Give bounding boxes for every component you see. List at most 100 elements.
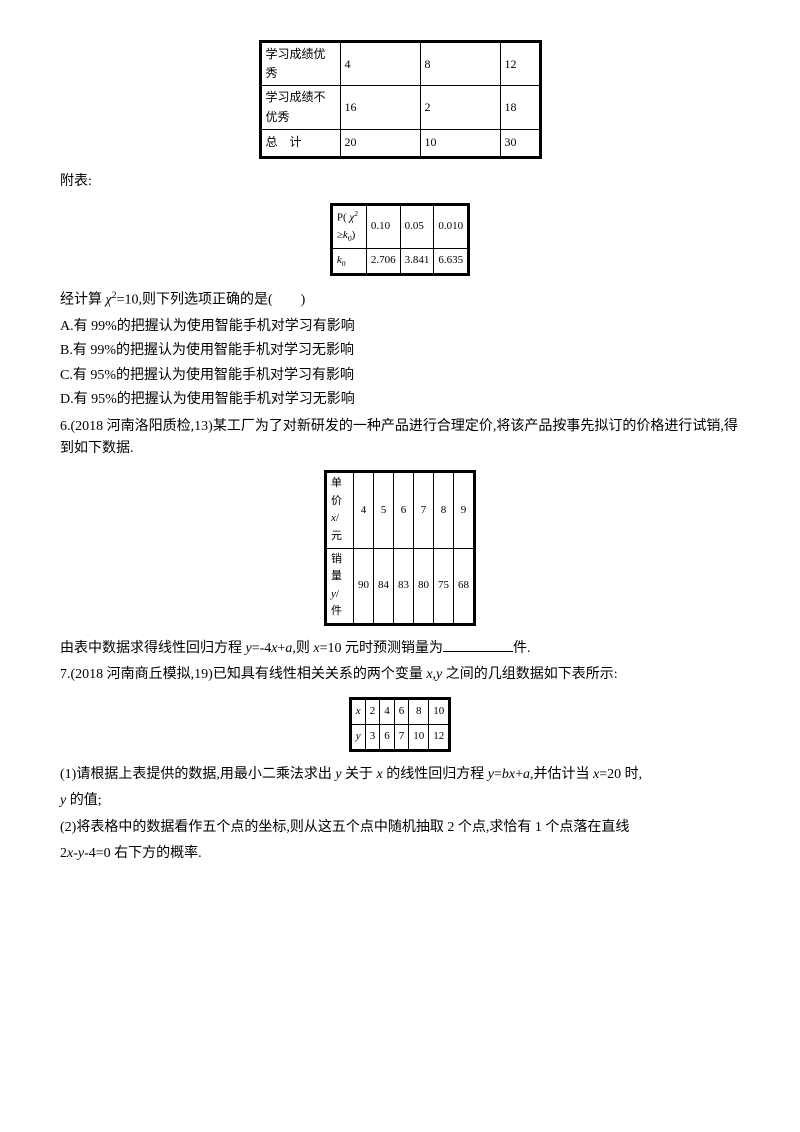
text: 件.: [513, 641, 531, 656]
table-row: 总 计 20 10 30: [260, 129, 540, 157]
cell: 6.635: [434, 248, 469, 274]
table4-container: x 2 4 6 8 10 y 3 6 7 10 12: [60, 697, 740, 752]
cell: 总 计: [260, 129, 340, 157]
cell: 4: [354, 472, 374, 548]
calculation-text: 经计算 χ2=10,则下列选项正确的是( ): [60, 288, 740, 312]
cell: 16: [340, 86, 420, 129]
question-6: 6.(2018 河南洛阳质检,13)某工厂为了对新研发的一种产品进行合理定价,将…: [60, 416, 740, 461]
text: 关于: [342, 767, 377, 782]
text: =10,则下列选项正确的是( ): [117, 293, 306, 308]
cell: 3.841: [400, 248, 434, 274]
cell: 6: [394, 472, 414, 548]
cell: 8: [409, 698, 429, 724]
cell: 10: [429, 698, 450, 724]
table-row: 学习成绩优秀 4 8 12: [260, 42, 540, 86]
text: (1)请根据上表提供的数据,用最小二乘法求出: [60, 767, 335, 782]
text: P(: [337, 212, 350, 224]
q-number: 6.: [60, 419, 71, 434]
text: ,并估计当: [530, 767, 593, 782]
cell: 18: [500, 86, 540, 129]
text: 销量: [331, 553, 342, 583]
cell: 10: [409, 724, 429, 750]
cell: 学习成绩不优秀: [260, 86, 340, 129]
cell: 2: [420, 86, 500, 129]
table-row: y 3 6 7 10 12: [350, 724, 449, 750]
appendix-label: 附表:: [60, 171, 740, 193]
cell: 7: [414, 472, 434, 548]
cell: 8: [434, 472, 454, 548]
cell: 0.10: [366, 205, 400, 249]
table-row: k0 2.706 3.841 6.635: [331, 248, 468, 274]
cell: 12: [429, 724, 450, 750]
superscript: 2: [354, 209, 358, 218]
subscript: 0: [342, 259, 346, 268]
option-d: D.有 95%的把握认为使用智能手机对学习无影响: [60, 389, 740, 411]
option-a: A.有 99%的把握认为使用智能手机对学习有影响: [60, 316, 740, 338]
table-row: x 2 4 6 8 10: [350, 698, 449, 724]
cell: 6: [380, 724, 395, 750]
text: =: [494, 767, 502, 782]
cell: 68: [454, 548, 475, 624]
q-text: (2018 河南洛阳质检,13)某工厂为了对新研发的一种产品进行合理定价,将该产…: [60, 419, 738, 456]
text: 之间的几组数据如下表所示:: [442, 667, 617, 682]
text: 单价: [331, 477, 342, 507]
cell: 2: [365, 698, 380, 724]
cell: 0.010: [434, 205, 469, 249]
text: 的线性回归方程: [383, 767, 488, 782]
q6-conclusion: 由表中数据求得线性回归方程 y=-4x+a,则 x=10 元时预测销量为件.: [60, 638, 740, 660]
text: ): [352, 229, 356, 241]
b-var: b: [502, 767, 509, 782]
table1-container: 学习成绩优秀 4 8 12 学习成绩不优秀 16 2 18 总 计 20 10 …: [60, 40, 740, 159]
table3-container: 单价x/元 4 5 6 7 8 9 销量y/件 90 84 83 80 75 6…: [60, 470, 740, 626]
text: 由表中数据求得线性回归方程: [60, 641, 246, 656]
q7-sub1: (1)请根据上表提供的数据,用最小二乘法求出 y 关于 x 的线性回归方程 y=…: [60, 764, 740, 786]
option-b: B.有 99%的把握认为使用智能手机对学习无影响: [60, 340, 740, 362]
table4: x 2 4 6 8 10 y 3 6 7 10 12: [349, 697, 451, 752]
cell: 75: [434, 548, 454, 624]
option-c: C.有 95%的把握认为使用智能手机对学习有影响: [60, 365, 740, 387]
cell: 7: [394, 724, 409, 750]
cell: 4: [380, 698, 395, 724]
cell: 12: [500, 42, 540, 86]
text: 的值;: [66, 793, 101, 808]
x-var: x: [356, 705, 361, 717]
options-list: A.有 99%的把握认为使用智能手机对学习有影响 B.有 99%的把握认为使用智…: [60, 316, 740, 412]
q-number: 7.: [60, 667, 71, 682]
text: =20 时,: [599, 767, 642, 782]
table1: 学习成绩优秀 4 8 12 学习成绩不优秀 16 2 18 总 计 20 10 …: [259, 40, 542, 159]
a-var: a: [523, 767, 530, 782]
cell: 3: [365, 724, 380, 750]
cell: 单价x/元: [326, 472, 354, 548]
cell: 销量y/件: [326, 548, 354, 624]
cell: 84: [374, 548, 394, 624]
cell: 80: [414, 548, 434, 624]
text: 2: [60, 846, 67, 861]
text: -4=0 右下方的概率.: [84, 846, 202, 861]
text: ,则: [292, 641, 313, 656]
cell: k0: [331, 248, 366, 274]
text: 经计算: [60, 293, 106, 308]
cell: 6: [394, 698, 409, 724]
cell: 90: [354, 548, 374, 624]
q7-sub2: (2)将表格中的数据看作五个点的坐标,则从这五个点中随机抽取 2 个点,求恰有 …: [60, 817, 740, 839]
text: =-4: [252, 641, 272, 656]
table3: 单价x/元 4 5 6 7 8 9 销量y/件 90 84 83 80 75 6…: [324, 470, 476, 626]
cell: 8: [420, 42, 500, 86]
q7-sub1-line2: y 的值;: [60, 790, 740, 812]
table-row: 单价x/元 4 5 6 7 8 9: [326, 472, 475, 548]
text: =10 元时预测销量为: [320, 641, 443, 656]
table-row: 销量y/件 90 84 83 80 75 68: [326, 548, 475, 624]
table-row: P( χ2≥k0) 0.10 0.05 0.010: [331, 205, 468, 249]
q7-sub2-line2: 2x-y-4=0 右下方的概率.: [60, 843, 740, 865]
cell: 10: [420, 129, 500, 157]
text: +: [515, 767, 523, 782]
question-7: 7.(2018 河南商丘模拟,19)已知具有线性相关关系的两个变量 x,y 之间…: [60, 664, 740, 686]
cell: 4: [340, 42, 420, 86]
cell: 83: [394, 548, 414, 624]
cell: 0.05: [400, 205, 434, 249]
cell: y: [350, 724, 365, 750]
cell: x: [350, 698, 365, 724]
y-var: y: [356, 730, 361, 742]
cell: 9: [454, 472, 475, 548]
cell: 20: [340, 129, 420, 157]
